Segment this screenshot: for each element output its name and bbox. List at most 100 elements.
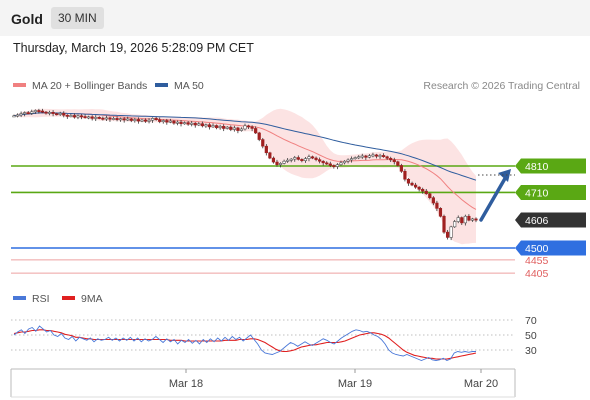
candle (389, 156, 393, 163)
candle-body (83, 116, 87, 119)
candle (55, 112, 59, 116)
candle (19, 111, 23, 118)
candle-body (115, 118, 119, 121)
candle (136, 117, 140, 124)
candle-body (303, 158, 308, 162)
level-tag-4710: 4710 (515, 184, 586, 200)
candle (321, 160, 325, 166)
candle (392, 157, 396, 165)
candle-body (182, 122, 187, 125)
candle (442, 214, 446, 234)
candle (289, 158, 293, 163)
candle (456, 215, 460, 224)
candle-body (332, 165, 336, 167)
candle-body (474, 218, 478, 221)
candle (246, 124, 251, 129)
candle (222, 124, 226, 132)
candle (211, 123, 215, 128)
candle-body (421, 188, 425, 192)
forecast-arrow (479, 173, 509, 222)
candle (111, 116, 116, 121)
candle (271, 156, 276, 164)
candle (94, 115, 98, 122)
candle (243, 123, 247, 131)
candle-body (335, 164, 340, 167)
candle-body (325, 162, 329, 165)
candle (357, 155, 361, 160)
candle-body (87, 116, 91, 119)
level-tag-text: 4500 (525, 243, 549, 255)
candle (410, 181, 414, 187)
candle (26, 110, 30, 115)
candle-body (396, 161, 400, 166)
candle (470, 217, 475, 222)
candle-body (453, 221, 457, 228)
candle (119, 117, 123, 122)
legend-label-ma50: MA 50 (174, 80, 204, 92)
candle (165, 118, 169, 125)
legend-swatch-rsi-icon (13, 296, 26, 301)
chart-datetime: Thursday, March 19, 2026 5:28:09 PM CET (13, 41, 254, 55)
candle (431, 196, 435, 206)
candle-body (136, 119, 140, 122)
candle (122, 117, 126, 123)
candle-body (26, 112, 30, 115)
candle-body (286, 159, 290, 162)
candle-body (381, 155, 386, 158)
level-tag-text: 4810 (525, 161, 549, 173)
candle (40, 108, 45, 114)
candle (79, 114, 84, 120)
candle (87, 115, 91, 120)
candle (474, 217, 478, 223)
candle (303, 157, 308, 163)
candle (175, 120, 180, 126)
candle (236, 126, 240, 134)
candle (381, 153, 386, 158)
candle (342, 160, 347, 165)
x-tick-label-2: Mar 20 (464, 378, 498, 390)
candle-body (460, 217, 464, 224)
candle (438, 207, 443, 218)
candle-body (161, 120, 165, 123)
candle-body (470, 218, 475, 221)
candle (58, 111, 62, 117)
candle-body (143, 119, 148, 122)
candle (151, 117, 155, 123)
candle-body (94, 117, 98, 119)
level-tag-4405: 4405 (525, 268, 549, 280)
candle-body (69, 115, 73, 117)
candle-body (261, 139, 265, 147)
candle (328, 161, 332, 168)
candle (360, 153, 364, 159)
candle (72, 113, 77, 119)
candle-body (314, 157, 318, 160)
candle (129, 117, 133, 123)
candle-body (246, 125, 251, 128)
candle-body (371, 154, 375, 157)
candle-body (179, 121, 183, 124)
candle (310, 155, 315, 160)
candle (364, 154, 368, 160)
candle (104, 115, 108, 122)
candle (463, 214, 467, 226)
candle (207, 123, 212, 130)
candle-body (289, 158, 293, 161)
candle (161, 119, 165, 124)
candle (371, 152, 375, 158)
candle (239, 127, 244, 132)
candle-body (133, 119, 137, 121)
candle-body (55, 113, 59, 116)
candle-body (367, 155, 371, 158)
candle (293, 155, 297, 162)
candle (12, 114, 16, 118)
candle-body (360, 155, 364, 158)
candle (101, 116, 105, 121)
timeframe-badge[interactable]: 30 MIN (51, 7, 104, 29)
candle (90, 115, 94, 121)
candle (367, 154, 371, 159)
candle-body (90, 116, 94, 119)
candle-body (467, 215, 471, 221)
candle-body (339, 162, 343, 165)
candle-body (62, 113, 66, 116)
